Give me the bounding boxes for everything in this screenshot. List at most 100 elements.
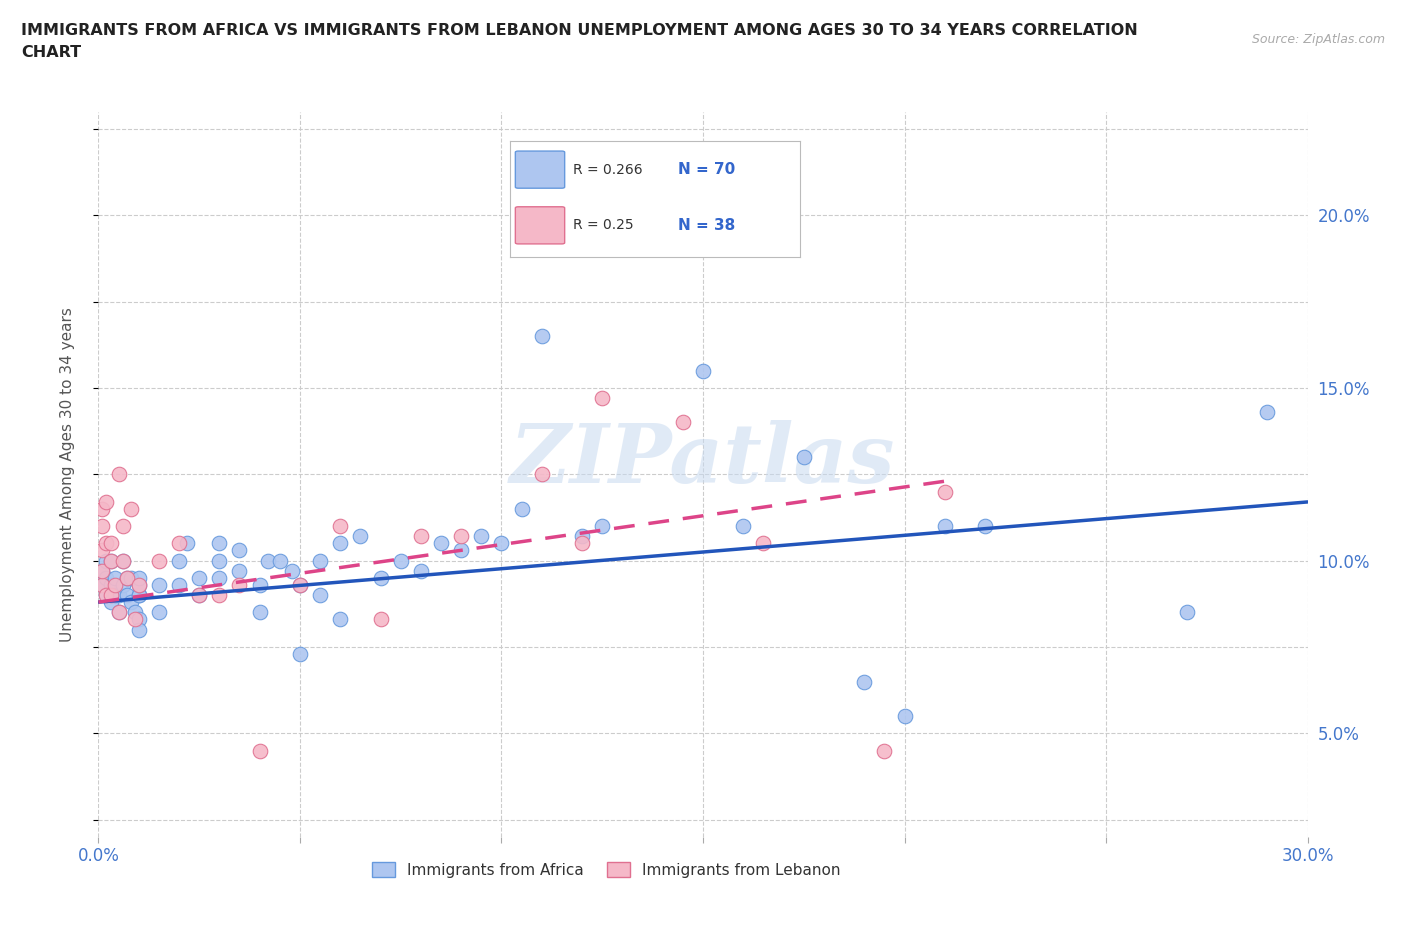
Point <box>91 578 114 592</box>
Point <box>96 588 118 603</box>
Point <box>934 485 956 499</box>
Point <box>1256 405 1278 419</box>
Point <box>91 501 114 516</box>
Text: ZIPatlas: ZIPatlas <box>510 419 896 499</box>
Point <box>167 578 190 592</box>
Point <box>208 588 231 603</box>
Point <box>128 588 150 603</box>
Point <box>752 536 775 551</box>
Point <box>491 536 513 551</box>
Point <box>672 415 695 430</box>
Point <box>591 519 613 534</box>
Point <box>96 495 118 510</box>
Point <box>329 612 352 627</box>
Point <box>733 519 755 534</box>
Point <box>591 391 613 405</box>
Point <box>281 564 304 578</box>
Point <box>128 588 150 603</box>
Point <box>409 564 432 578</box>
Y-axis label: Unemployment Among Ages 30 to 34 years: Unemployment Among Ages 30 to 34 years <box>60 307 75 642</box>
Point <box>309 588 332 603</box>
Point <box>450 543 472 558</box>
Point <box>228 543 250 558</box>
Point <box>167 536 190 551</box>
Point <box>571 536 593 551</box>
Point <box>188 588 211 603</box>
Point <box>571 529 593 544</box>
Point <box>974 519 997 534</box>
Point <box>612 207 634 222</box>
Point <box>873 743 896 758</box>
Point <box>148 578 170 592</box>
Point <box>934 519 956 534</box>
Point <box>329 536 352 551</box>
Text: Source: ZipAtlas.com: Source: ZipAtlas.com <box>1251 33 1385 46</box>
Point <box>249 578 271 592</box>
Point <box>91 564 114 578</box>
Text: CHART: CHART <box>21 45 82 60</box>
Point <box>692 364 714 379</box>
Point <box>107 467 129 482</box>
Point <box>288 578 311 592</box>
Point <box>208 536 231 551</box>
Point <box>370 612 392 627</box>
Point <box>128 570 150 585</box>
Point <box>96 536 118 551</box>
Point <box>96 553 118 568</box>
Point <box>91 578 114 592</box>
Point <box>100 536 122 551</box>
Point <box>120 594 142 609</box>
Text: IMMIGRANTS FROM AFRICA VS IMMIGRANTS FROM LEBANON UNEMPLOYMENT AMONG AGES 30 TO : IMMIGRANTS FROM AFRICA VS IMMIGRANTS FRO… <box>21 23 1137 38</box>
Point <box>124 605 146 620</box>
Point <box>91 564 114 578</box>
Point <box>100 578 122 592</box>
Point <box>208 553 231 568</box>
Point <box>96 588 118 603</box>
Point <box>470 529 492 544</box>
Point <box>120 570 142 585</box>
Point <box>228 578 250 592</box>
Point <box>96 570 118 585</box>
Point <box>128 622 150 637</box>
Point <box>208 570 231 585</box>
Point <box>893 709 915 724</box>
Point <box>329 519 352 534</box>
Point <box>107 605 129 620</box>
Point <box>91 543 114 558</box>
Point <box>793 449 815 464</box>
Point <box>100 553 122 568</box>
Point <box>510 501 533 516</box>
Point <box>148 605 170 620</box>
Point <box>430 536 453 551</box>
Point <box>111 578 134 592</box>
Point <box>148 553 170 568</box>
Point <box>309 553 332 568</box>
Point <box>853 674 876 689</box>
Point <box>530 467 553 482</box>
Point <box>115 588 138 603</box>
Point <box>115 570 138 585</box>
Point <box>100 588 122 603</box>
Point <box>256 553 278 568</box>
Point <box>530 328 553 343</box>
Point <box>91 519 114 534</box>
Point <box>100 594 122 609</box>
Point <box>269 553 291 568</box>
Point <box>128 578 150 592</box>
Point <box>107 605 129 620</box>
Point <box>450 529 472 544</box>
Point <box>103 570 125 585</box>
Point <box>249 743 271 758</box>
Point <box>120 501 142 516</box>
Point <box>370 570 392 585</box>
Point <box>124 612 146 627</box>
Legend: Immigrants from Africa, Immigrants from Lebanon: Immigrants from Africa, Immigrants from … <box>366 856 846 884</box>
Point <box>188 588 211 603</box>
Point <box>128 612 150 627</box>
Point <box>349 529 371 544</box>
Point <box>167 553 190 568</box>
Point <box>111 553 134 568</box>
Point <box>115 570 138 585</box>
Point <box>409 529 432 544</box>
Point <box>1175 605 1198 620</box>
